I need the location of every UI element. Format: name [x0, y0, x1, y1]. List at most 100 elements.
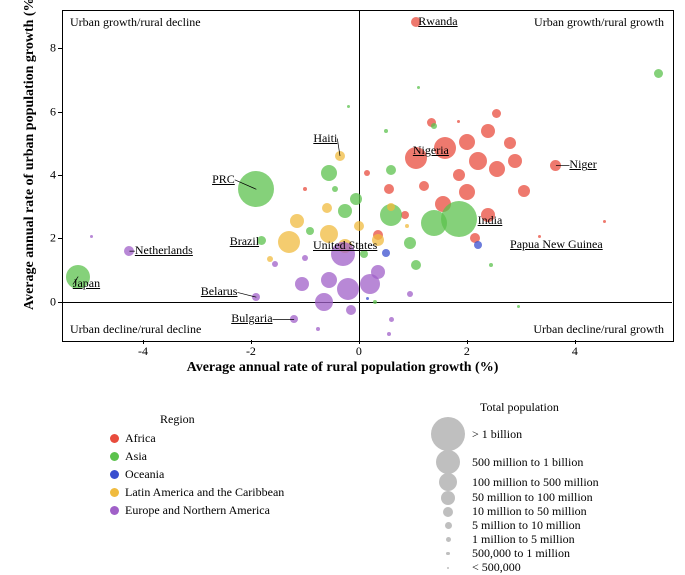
bubble	[290, 214, 304, 228]
size-legend-item: 50 million to 100 million	[430, 490, 599, 505]
y-tick: 8	[50, 41, 56, 56]
quadrant-tr: Urban growth/rural growth	[534, 15, 664, 30]
bubble	[302, 255, 308, 261]
bubble	[459, 134, 475, 150]
data-label: Haiti	[313, 131, 337, 146]
region-legend: RegionAfricaAsiaOceaniaLatin America and…	[110, 412, 284, 521]
y-axis-title: Average annual rate of urban population …	[22, 0, 38, 310]
size-label: 500 million to 1 billion	[472, 455, 583, 470]
size-label: < 500,000	[472, 560, 521, 575]
size-legend-item: < 500,000	[430, 560, 599, 575]
data-label: PRC	[212, 172, 235, 187]
bubble	[419, 181, 429, 191]
legend-swatch	[110, 506, 119, 515]
x-axis-title: Average annual rate of rural population …	[0, 360, 685, 376]
size-swatch	[446, 537, 451, 542]
bubble	[453, 169, 465, 181]
bubble	[469, 152, 487, 170]
bubble	[322, 203, 332, 213]
legend-label: Asia	[125, 449, 147, 464]
bubble	[457, 120, 460, 123]
y-tick: 2	[50, 231, 56, 246]
x-tick: 4	[572, 344, 578, 359]
x-tick: -4	[138, 344, 148, 359]
size-swatch	[431, 417, 465, 451]
data-label: Nigeria	[413, 143, 449, 158]
bubble	[603, 220, 606, 223]
size-swatch	[447, 567, 449, 569]
size-legend-item: 100 million to 500 million	[430, 473, 599, 491]
bubble	[366, 297, 369, 300]
bubble	[347, 105, 350, 108]
legend-item: Europe and Northern America	[110, 503, 284, 518]
legend-item: Africa	[110, 431, 284, 446]
bubble	[481, 124, 495, 138]
bubble	[346, 305, 356, 315]
size-label: 10 million to 50 million	[472, 504, 587, 519]
bubble	[387, 203, 395, 211]
legend-item: Latin America and the Caribbean	[110, 485, 284, 500]
bubble	[306, 227, 314, 235]
x-tick: -2	[246, 344, 256, 359]
size-swatch	[443, 507, 453, 517]
bubble	[389, 317, 394, 322]
y-zero-line	[359, 10, 360, 340]
bubble	[654, 69, 663, 78]
size-legend: Total population> 1 billion500 million t…	[430, 400, 599, 574]
size-legend-item: 5 million to 10 million	[430, 518, 599, 533]
bubble	[384, 184, 394, 194]
legend-label: Latin America and the Caribbean	[125, 485, 284, 500]
bubble	[350, 193, 362, 205]
bubble	[373, 300, 377, 304]
size-swatch	[441, 491, 455, 505]
bubble	[411, 260, 421, 270]
quadrant-bl: Urban decline/rural decline	[70, 322, 201, 337]
bubble	[354, 221, 364, 231]
scatter-chart: { "plot": { "left": 62, "top": 10, "widt…	[0, 0, 685, 521]
legend-item: Asia	[110, 449, 284, 464]
size-swatch	[446, 552, 450, 556]
bubble	[474, 241, 482, 249]
size-label: 500,000 to 1 million	[472, 546, 570, 561]
data-label: Belarus	[201, 284, 238, 299]
y-tick: 6	[50, 104, 56, 119]
data-label: Rwanda	[418, 14, 457, 29]
legend-label: Oceania	[125, 467, 164, 482]
data-label: United States	[313, 238, 377, 253]
size-legend-item: 500 million to 1 billion	[430, 450, 599, 474]
size-label: 1 million to 5 million	[472, 532, 575, 547]
quadrant-tl: Urban growth/rural decline	[70, 15, 201, 30]
size-swatch	[436, 450, 460, 474]
bubble	[518, 185, 530, 197]
data-label: Brazil	[230, 234, 259, 249]
y-tick: 4	[50, 168, 56, 183]
size-swatch	[439, 473, 457, 491]
bubble	[382, 249, 390, 257]
size-legend-item: 10 million to 50 million	[430, 504, 599, 519]
size-legend-item: > 1 billion	[430, 417, 599, 451]
bubble	[492, 109, 501, 118]
bubble	[421, 210, 447, 236]
region-legend-title: Region	[160, 412, 334, 427]
legend-swatch	[110, 452, 119, 461]
bubble	[278, 231, 300, 253]
bubble	[321, 272, 337, 288]
x-tick: 0	[356, 344, 362, 359]
data-label: Netherlands	[135, 243, 193, 258]
size-label: > 1 billion	[472, 427, 522, 442]
data-label: Japan	[73, 276, 100, 291]
legend-item: Oceania	[110, 467, 284, 482]
legend-label: Africa	[125, 431, 156, 446]
size-legend-title: Total population	[480, 400, 649, 415]
size-label: 50 million to 100 million	[472, 490, 593, 505]
bubble	[335, 151, 345, 161]
legend-swatch	[110, 434, 119, 443]
data-label: Bulgaria	[231, 311, 272, 326]
data-label: Niger	[569, 157, 596, 172]
x-tick: 2	[464, 344, 470, 359]
bubble	[384, 129, 388, 133]
quadrant-br: Urban decline/rural growth	[533, 322, 664, 337]
size-legend-item: 500,000 to 1 million	[430, 546, 599, 561]
bubble	[387, 332, 391, 336]
legend-swatch	[110, 470, 119, 479]
